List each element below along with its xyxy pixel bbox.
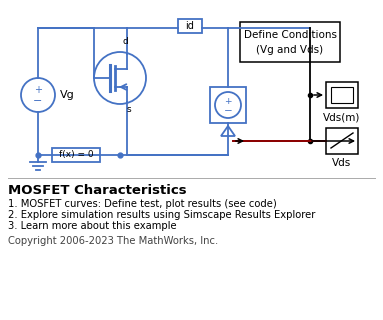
Text: −: − [33, 96, 43, 106]
FancyBboxPatch shape [326, 128, 358, 154]
Text: MOSFET Characteristics: MOSFET Characteristics [8, 184, 187, 197]
Text: s: s [127, 105, 131, 114]
Text: f(x) = 0: f(x) = 0 [59, 150, 93, 159]
Text: Vds(m): Vds(m) [323, 112, 361, 122]
Text: Vds: Vds [332, 158, 352, 168]
FancyBboxPatch shape [178, 19, 202, 33]
Text: +: + [34, 85, 42, 95]
Text: Copyright 2006-2023 The MathWorks, Inc.: Copyright 2006-2023 The MathWorks, Inc. [8, 236, 218, 246]
FancyBboxPatch shape [210, 87, 246, 123]
Text: 1. MOSFET curves: Define test, plot results (see code): 1. MOSFET curves: Define test, plot resu… [8, 199, 277, 209]
Text: 3. Learn more about this example: 3. Learn more about this example [8, 221, 177, 231]
Text: Define Conditions: Define Conditions [244, 30, 337, 40]
FancyBboxPatch shape [240, 22, 340, 62]
Text: d: d [122, 37, 128, 46]
Text: Vg: Vg [60, 90, 75, 100]
FancyBboxPatch shape [326, 82, 358, 108]
Text: +: + [224, 97, 232, 106]
Text: (Vg and Vds): (Vg and Vds) [257, 45, 324, 55]
FancyBboxPatch shape [331, 87, 353, 103]
FancyBboxPatch shape [52, 148, 100, 162]
Text: −: − [224, 106, 232, 116]
Text: 2. Explore simulation results using Simscape Results Explorer: 2. Explore simulation results using Sims… [8, 210, 315, 220]
Text: id: id [185, 21, 195, 31]
